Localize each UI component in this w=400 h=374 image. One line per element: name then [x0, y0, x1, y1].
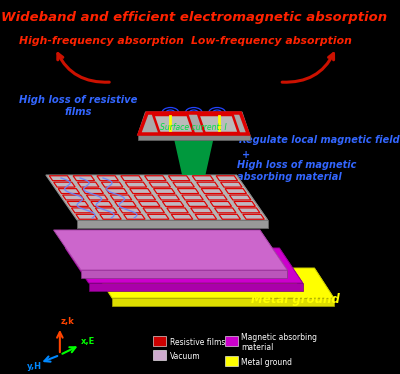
Polygon shape [121, 176, 142, 181]
Polygon shape [177, 188, 199, 193]
Polygon shape [130, 188, 151, 193]
Polygon shape [171, 214, 193, 219]
Polygon shape [225, 188, 246, 193]
Polygon shape [149, 182, 170, 187]
Polygon shape [243, 214, 264, 219]
Text: High-frequency absorption: High-frequency absorption [20, 36, 184, 46]
Polygon shape [182, 195, 203, 200]
Text: Resistive films: Resistive films [170, 338, 225, 347]
Polygon shape [119, 208, 141, 213]
Polygon shape [125, 182, 147, 187]
Text: x,E: x,E [81, 337, 95, 346]
Text: Metal ground: Metal ground [250, 293, 339, 306]
Text: Surface current: I: Surface current: I [160, 123, 227, 132]
Polygon shape [162, 202, 184, 206]
Bar [225, 336, 238, 346]
Polygon shape [134, 195, 156, 200]
Polygon shape [234, 202, 256, 206]
Polygon shape [58, 188, 80, 193]
Text: Wideband and efficient electromagnetic absorption: Wideband and efficient electromagnetic a… [1, 11, 387, 24]
Bar [225, 356, 238, 366]
Polygon shape [54, 182, 75, 187]
Polygon shape [214, 208, 236, 213]
Polygon shape [72, 208, 93, 213]
Polygon shape [62, 195, 84, 200]
Polygon shape [101, 182, 123, 187]
Polygon shape [89, 283, 303, 291]
Polygon shape [67, 202, 88, 206]
Polygon shape [138, 202, 160, 206]
Text: High loss of magnetic
absorbing material: High loss of magnetic absorbing material [236, 160, 356, 182]
Polygon shape [174, 140, 213, 175]
Text: +: + [242, 150, 250, 160]
Polygon shape [279, 248, 303, 291]
Polygon shape [138, 135, 250, 140]
Text: Vacuum: Vacuum [170, 352, 200, 361]
Polygon shape [91, 202, 112, 206]
Polygon shape [110, 195, 132, 200]
Polygon shape [78, 182, 99, 187]
Text: y,H: y,H [27, 362, 42, 371]
Polygon shape [195, 214, 217, 219]
Bar [153, 336, 166, 346]
Polygon shape [192, 176, 214, 181]
Polygon shape [46, 175, 268, 220]
Polygon shape [115, 202, 136, 206]
Polygon shape [86, 195, 108, 200]
Polygon shape [100, 214, 121, 219]
Text: Low-frequency absorption: Low-frequency absorption [191, 36, 352, 46]
Polygon shape [216, 176, 238, 181]
Polygon shape [198, 115, 239, 133]
Polygon shape [186, 202, 208, 206]
Polygon shape [197, 182, 218, 187]
Polygon shape [49, 176, 71, 181]
Polygon shape [167, 208, 188, 213]
Polygon shape [81, 270, 287, 278]
Polygon shape [148, 214, 169, 219]
Text: z,k: z,k [61, 317, 74, 326]
Polygon shape [236, 175, 268, 228]
Polygon shape [77, 220, 268, 228]
Polygon shape [144, 176, 166, 181]
Polygon shape [260, 230, 287, 278]
Polygon shape [168, 176, 190, 181]
Polygon shape [92, 268, 334, 298]
Polygon shape [76, 214, 98, 219]
Polygon shape [206, 195, 227, 200]
Text: Regulate local magnetic field: Regulate local magnetic field [239, 135, 400, 145]
Bar [153, 350, 166, 360]
Polygon shape [95, 208, 117, 213]
Polygon shape [73, 176, 94, 181]
Polygon shape [191, 208, 212, 213]
Polygon shape [314, 268, 334, 306]
Polygon shape [138, 112, 250, 135]
Text: High loss of resistive
films: High loss of resistive films [19, 95, 138, 117]
Polygon shape [153, 115, 194, 133]
Polygon shape [97, 176, 118, 181]
Polygon shape [201, 188, 223, 193]
Text: Metal ground: Metal ground [241, 358, 292, 367]
Polygon shape [154, 188, 175, 193]
Polygon shape [230, 195, 251, 200]
Polygon shape [238, 208, 260, 213]
Polygon shape [112, 298, 334, 306]
Polygon shape [54, 230, 287, 270]
Polygon shape [173, 182, 194, 187]
Polygon shape [219, 214, 240, 219]
Polygon shape [158, 195, 180, 200]
Polygon shape [82, 188, 104, 193]
Polygon shape [220, 182, 242, 187]
Polygon shape [124, 214, 145, 219]
Polygon shape [65, 248, 303, 283]
Polygon shape [106, 188, 127, 193]
Polygon shape [143, 208, 164, 213]
Text: Magnetic absorbing
material: Magnetic absorbing material [241, 333, 317, 352]
Polygon shape [210, 202, 232, 206]
